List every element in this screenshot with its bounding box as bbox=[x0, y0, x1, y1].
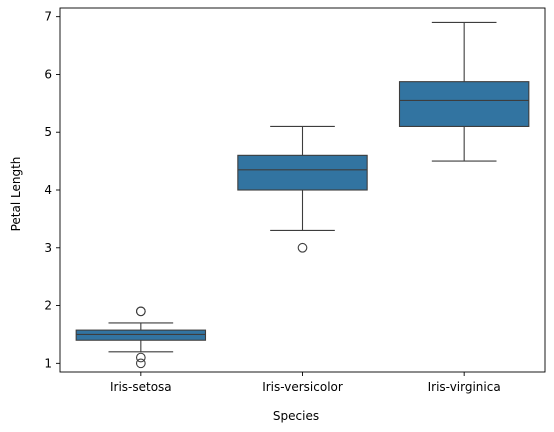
y-tick-label: 3 bbox=[44, 241, 52, 255]
x-tick-label: Iris-setosa bbox=[110, 380, 172, 394]
y-tick-label: 5 bbox=[44, 125, 52, 139]
outlier-point bbox=[135, 352, 146, 363]
box-group-1 bbox=[237, 125, 368, 253]
y-tick-label: 4 bbox=[44, 183, 52, 197]
outlier-point bbox=[297, 242, 308, 253]
axes: 1 2 3 4 5 6 7 Iris-setosa Iris-versicolor Iris-vi… bbox=[44, 7, 546, 394]
box-iqr bbox=[398, 81, 530, 127]
box-iqr bbox=[237, 154, 368, 191]
x-axis-label: Species bbox=[273, 409, 319, 423]
outlier-point bbox=[135, 306, 146, 317]
x-tick-label: Iris-virginica bbox=[428, 380, 501, 394]
box-group-2 bbox=[398, 21, 530, 162]
plot-area bbox=[75, 21, 530, 369]
x-tick-label: Iris-versicolor bbox=[262, 380, 343, 394]
box-iqr bbox=[75, 329, 207, 341]
y-axis-label: Petal Length bbox=[9, 157, 23, 232]
box-group-0 bbox=[75, 306, 207, 369]
y-tick-label: 2 bbox=[44, 299, 52, 313]
outlier-point bbox=[135, 358, 146, 369]
y-tick-label: 7 bbox=[44, 10, 52, 24]
y-tick-label: 6 bbox=[44, 67, 52, 81]
y-tick-label: 1 bbox=[44, 356, 52, 370]
